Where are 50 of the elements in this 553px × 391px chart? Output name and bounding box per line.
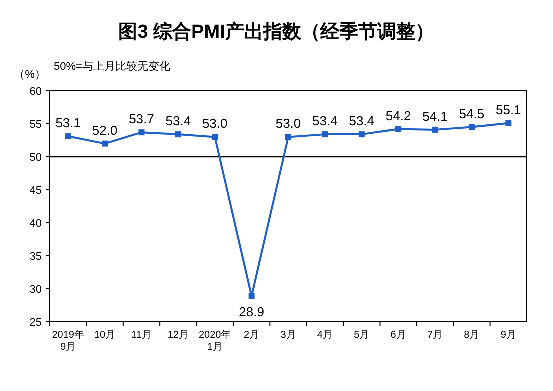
y-tick-label: 25 [30, 317, 42, 329]
y-tick-label: 45 [30, 185, 42, 197]
point [102, 140, 108, 147]
point [468, 124, 475, 130]
y-axis-title: （%） [14, 69, 46, 81]
x-tick-label: 2月 [244, 330, 260, 341]
data-label: 54.5 [459, 106, 485, 122]
point [248, 293, 255, 300]
data-label: 53.7 [129, 112, 154, 127]
y-tick-label: 40 [30, 218, 42, 230]
data-label: 53.4 [166, 114, 192, 129]
x-tick-label: 12月 [168, 330, 189, 341]
data-label: 28.9 [239, 304, 264, 320]
point [212, 134, 218, 140]
x-tick-label: 7月 [427, 330, 444, 341]
x-tick-label: 10月 [94, 330, 116, 341]
data-label: 54.2 [386, 108, 412, 124]
x-tick-label: 2019年 9月 [52, 329, 84, 353]
x-tick-label: 4月 [317, 330, 333, 341]
text: 50%=与上月比较无变化 [54, 60, 170, 73]
point [138, 130, 145, 136]
point [506, 120, 512, 126]
data-label: 52.0 [92, 122, 118, 138]
point [65, 134, 72, 140]
x-tick-label: 11月 [132, 330, 152, 341]
y-tick-label: 55 [30, 119, 42, 131]
data-label: 53.0 [276, 116, 302, 132]
data-label: 53.0 [202, 116, 228, 132]
point [432, 126, 438, 133]
x-tick-label: 5月 [354, 330, 370, 341]
point [175, 132, 182, 138]
x-tick-label: 8月 [464, 330, 480, 341]
y-tick-label: 50 [30, 152, 42, 164]
data-label: 54.1 [422, 108, 448, 124]
point [396, 126, 402, 132]
point [358, 132, 365, 138]
x-tick-label: 2020年 1月 [198, 329, 232, 353]
x-tick-label: 9月 [500, 330, 516, 341]
y-tick-label: 30 [30, 284, 42, 296]
x-tick-label: 3月 [280, 330, 296, 341]
data-label: 53.4 [349, 114, 375, 129]
data-label: 53.1 [56, 116, 81, 131]
point [322, 132, 328, 138]
y-tick-label: 60 [30, 86, 42, 98]
y-tick-label: 35 [30, 251, 42, 263]
data-label: 55.1 [496, 102, 522, 118]
x-tick-label: 6月 [390, 330, 406, 341]
data-label: 53.4 [312, 114, 338, 129]
point [286, 134, 292, 140]
chart-title: 图3 综合PMI产出指数（经季节调整） [118, 21, 434, 43]
